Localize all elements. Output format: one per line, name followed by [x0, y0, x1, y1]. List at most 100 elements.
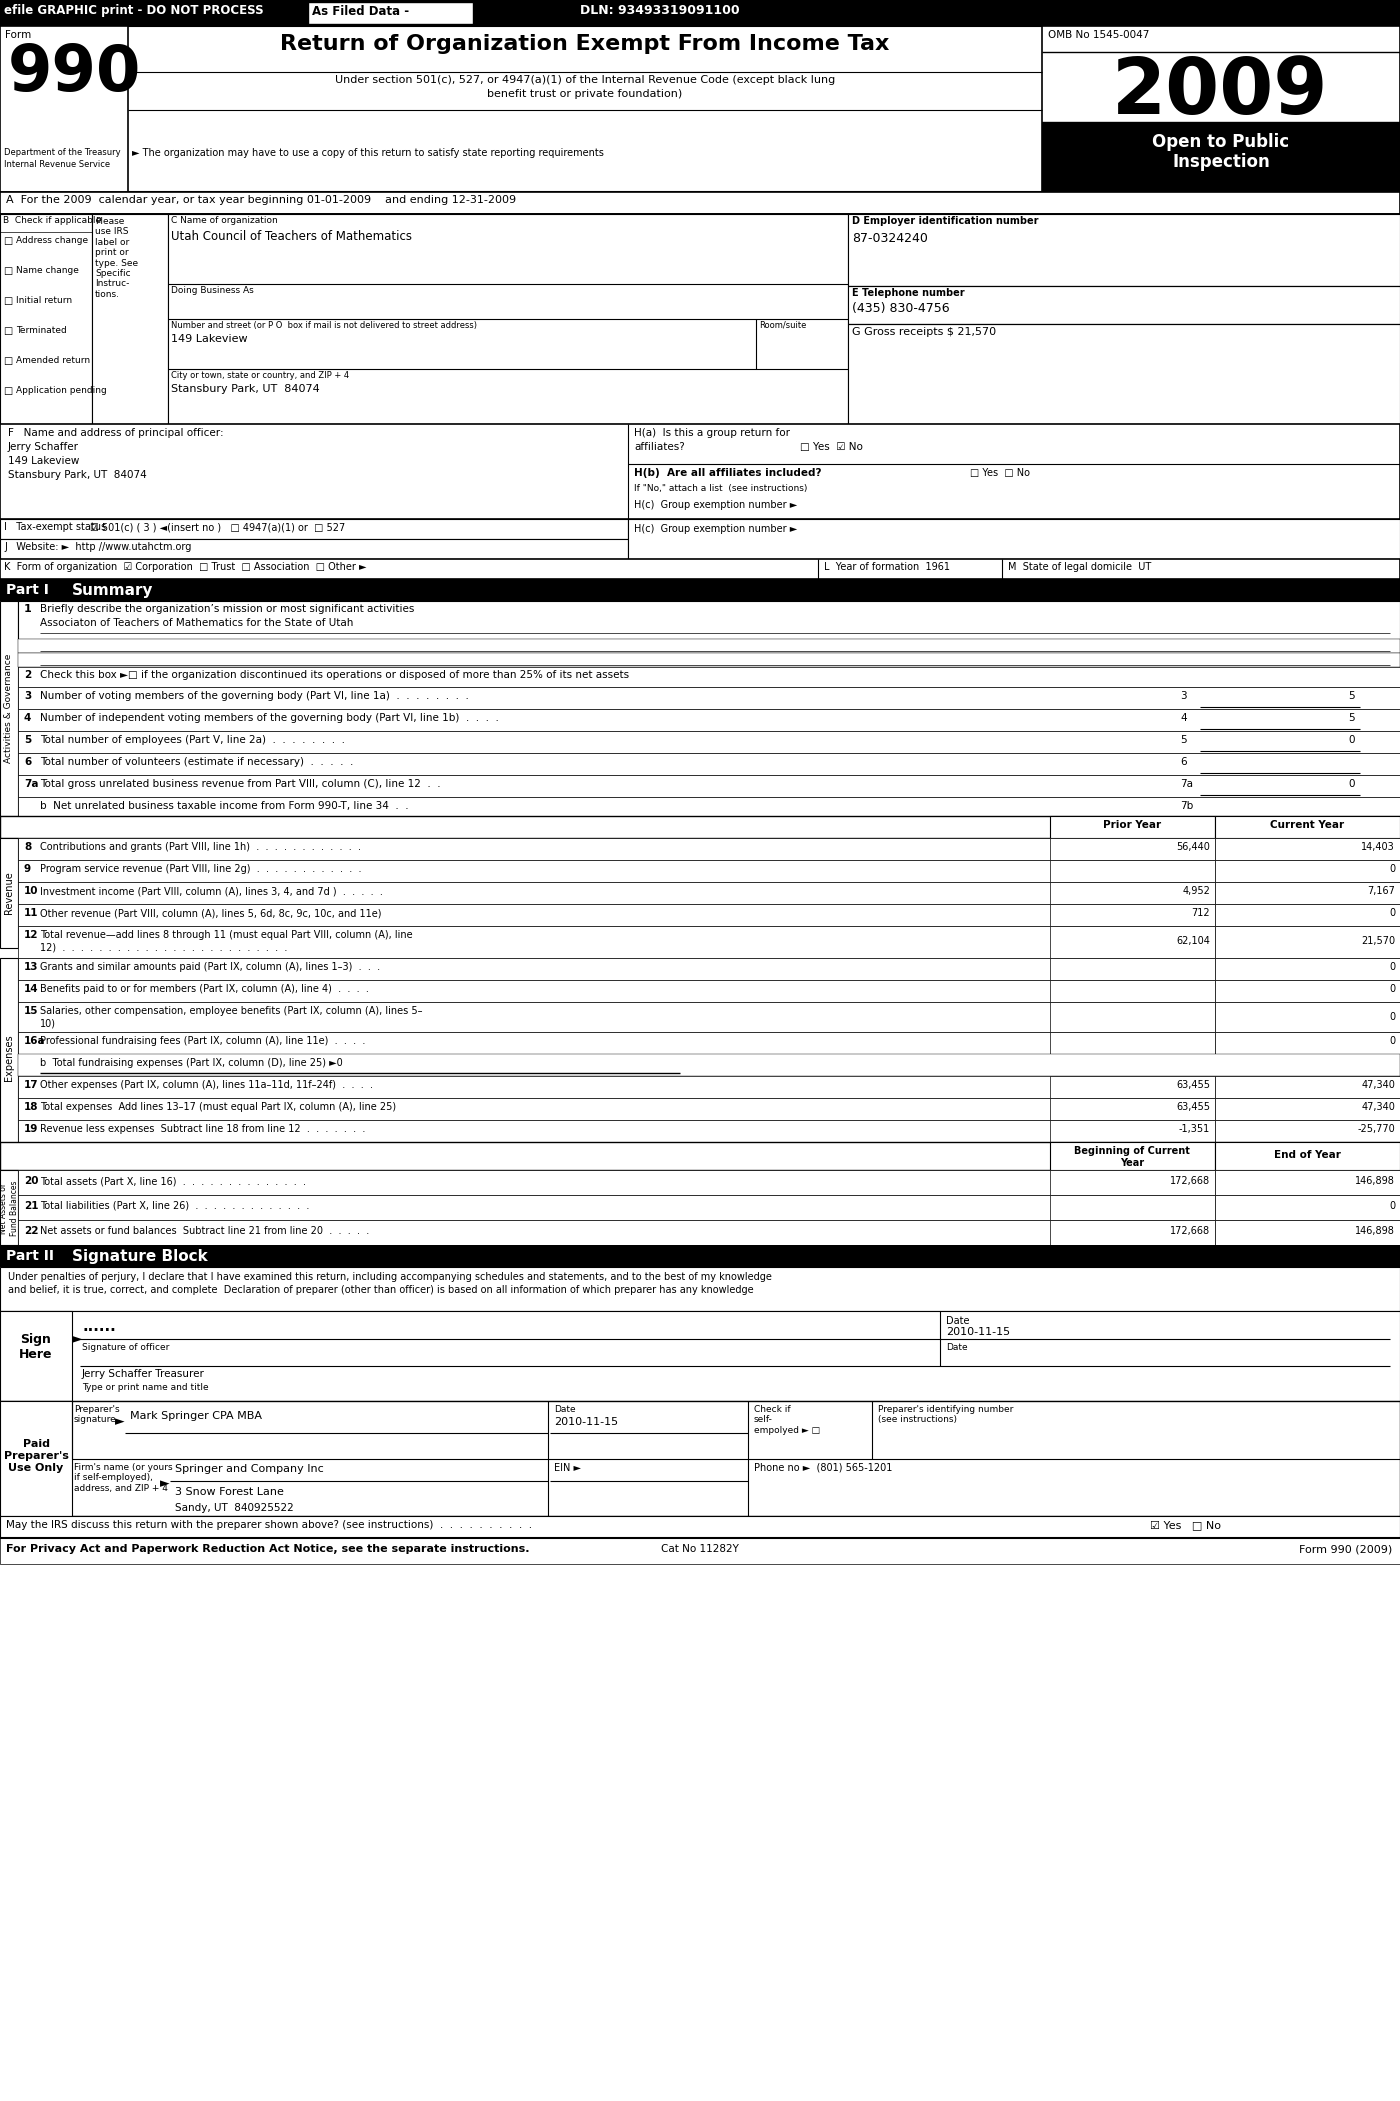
Text: -1,351: -1,351 — [1179, 1124, 1210, 1135]
Text: Part I: Part I — [6, 582, 49, 597]
Bar — [1050, 815, 1215, 838]
Text: 63,455: 63,455 — [1176, 1103, 1210, 1111]
Bar — [0, 601, 18, 815]
Bar — [0, 580, 1400, 601]
Text: 5: 5 — [1180, 735, 1187, 746]
Text: Other expenses (Part IX, column (A), lines 11a–11d, 11f–24f)  .  .  .  .: Other expenses (Part IX, column (A), lin… — [41, 1080, 372, 1090]
Text: 0: 0 — [1389, 962, 1394, 973]
Text: 22: 22 — [24, 1227, 39, 1235]
Text: 2010-11-15: 2010-11-15 — [946, 1328, 1011, 1336]
Bar — [92, 214, 168, 424]
Text: 18: 18 — [24, 1103, 39, 1111]
Text: 172,668: 172,668 — [1170, 1177, 1210, 1185]
Text: 0: 0 — [1389, 1036, 1394, 1046]
Text: Name change: Name change — [15, 267, 78, 275]
Text: Initial return: Initial return — [15, 296, 73, 305]
Bar — [18, 775, 1400, 796]
Text: I   Tax-exempt status: I Tax-exempt status — [4, 521, 106, 532]
Text: Program service revenue (Part VIII, line 2g)  .  .  .  .  .  .  .  .  .  .  .  .: Program service revenue (Part VIII, line… — [41, 864, 361, 874]
Text: C Name of organization: C Name of organization — [171, 216, 277, 225]
Text: Cat No 11282Y: Cat No 11282Y — [661, 1544, 739, 1555]
Text: 87-0324240: 87-0324240 — [853, 231, 928, 246]
Bar — [0, 540, 629, 559]
Text: Terminated: Terminated — [15, 326, 67, 334]
Text: b  Total fundraising expenses (Part IX, column (D), line 25) ►0: b Total fundraising expenses (Part IX, c… — [41, 1059, 343, 1067]
Text: 5: 5 — [1348, 712, 1355, 723]
Text: Briefly describe the organization’s mission or most significant activities: Briefly describe the organization’s miss… — [41, 603, 414, 613]
Text: 21: 21 — [24, 1202, 39, 1210]
Bar — [1042, 122, 1400, 191]
Text: Stansbury Park, UT  84074: Stansbury Park, UT 84074 — [8, 471, 147, 479]
Text: Professional fundraising fees (Part IX, column (A), line 11e)  .  .  .  .: Professional fundraising fees (Part IX, … — [41, 1036, 365, 1046]
Text: □: □ — [3, 355, 13, 366]
Text: OMB No 1545-0047: OMB No 1545-0047 — [1049, 29, 1149, 40]
Bar — [18, 653, 1400, 666]
Bar — [18, 1120, 1400, 1143]
Bar — [1215, 882, 1400, 903]
Text: 56,440: 56,440 — [1176, 843, 1210, 853]
Text: Address change: Address change — [15, 235, 88, 246]
Text: 11: 11 — [24, 908, 39, 918]
Bar — [18, 687, 1400, 708]
Text: 7b: 7b — [1180, 800, 1193, 811]
Bar — [0, 191, 1400, 214]
Text: □ Yes  □ No: □ Yes □ No — [970, 469, 1030, 479]
Text: ......: ...... — [83, 1319, 116, 1334]
Text: Internal Revenue Service: Internal Revenue Service — [4, 160, 111, 168]
Bar — [0, 214, 1400, 424]
Text: 0: 0 — [1389, 908, 1394, 918]
Text: 8: 8 — [24, 843, 31, 853]
Text: 12: 12 — [24, 931, 39, 939]
Text: Beginning of Current
Year: Beginning of Current Year — [1074, 1145, 1190, 1168]
Text: affiliates?: affiliates? — [634, 441, 685, 452]
Bar — [0, 1267, 1400, 1311]
Text: □: □ — [3, 235, 13, 246]
Bar — [1050, 1143, 1215, 1170]
Text: Current Year: Current Year — [1270, 819, 1344, 830]
Bar — [1050, 958, 1215, 979]
Text: Stansbury Park, UT  84074: Stansbury Park, UT 84074 — [171, 384, 319, 395]
Bar — [0, 214, 92, 424]
Text: Signature Block: Signature Block — [71, 1248, 207, 1265]
Bar — [18, 796, 1400, 817]
Text: City or town, state or country, and ZIP + 4: City or town, state or country, and ZIP … — [171, 372, 349, 380]
Text: Grants and similar amounts paid (Part IX, column (A), lines 1–3)  .  .  .: Grants and similar amounts paid (Part IX… — [41, 962, 381, 973]
Text: 712: 712 — [1191, 908, 1210, 918]
Text: If "No," attach a list  (see instructions): If "No," attach a list (see instructions… — [634, 483, 808, 494]
Text: □: □ — [3, 326, 13, 336]
Bar — [1215, 838, 1400, 859]
Text: Net assets or fund balances  Subtract line 21 from line 20  .  .  .  .  .: Net assets or fund balances Subtract lin… — [41, 1227, 370, 1235]
Text: Total number of volunteers (estimate if necessary)  .  .  .  .  .: Total number of volunteers (estimate if … — [41, 756, 353, 767]
Text: Revenue less expenses  Subtract line 18 from line 12  .  .  .  .  .  .  .: Revenue less expenses Subtract line 18 f… — [41, 1124, 365, 1135]
Bar — [0, 815, 1400, 838]
Text: 7a: 7a — [24, 779, 39, 790]
Text: M  State of legal domicile  UT: M State of legal domicile UT — [1008, 561, 1151, 571]
Bar — [1050, 1120, 1215, 1143]
Text: 0: 0 — [1389, 1013, 1394, 1021]
Bar — [18, 979, 1400, 1002]
Text: 19: 19 — [24, 1124, 38, 1135]
Text: May the IRS discuss this return with the preparer shown above? (see instructions: May the IRS discuss this return with the… — [6, 1519, 532, 1530]
Bar — [18, 859, 1400, 882]
Text: Associaton of Teachers of Mathematics for the State of Utah: Associaton of Teachers of Mathematics fo… — [41, 618, 353, 628]
Text: Preparer's
signature: Preparer's signature — [74, 1406, 119, 1424]
Bar — [1050, 1195, 1215, 1221]
Text: Summary: Summary — [71, 582, 154, 599]
Bar — [1050, 1221, 1215, 1246]
Text: 149 Lakeview: 149 Lakeview — [171, 334, 248, 345]
Bar — [18, 1076, 1400, 1099]
Bar — [1050, 927, 1215, 958]
Bar — [0, 1246, 1400, 1267]
Bar — [18, 1032, 1400, 1055]
Text: Type or print name and title: Type or print name and title — [83, 1382, 209, 1393]
Bar — [18, 731, 1400, 752]
Text: End of Year: End of Year — [1274, 1149, 1340, 1160]
Text: H(c)  Group exemption number ►: H(c) Group exemption number ► — [634, 500, 797, 511]
Text: efile GRAPHIC print - DO NOT PROCESS: efile GRAPHIC print - DO NOT PROCESS — [4, 4, 263, 17]
Text: 2010-11-15: 2010-11-15 — [554, 1416, 619, 1427]
Bar — [1215, 1221, 1400, 1246]
Text: F   Name and address of principal officer:: F Name and address of principal officer: — [8, 429, 224, 437]
Bar — [0, 424, 1400, 519]
Text: 6: 6 — [1180, 756, 1187, 767]
Text: Total gross unrelated business revenue from Part VIII, column (C), line 12  .  .: Total gross unrelated business revenue f… — [41, 779, 441, 790]
